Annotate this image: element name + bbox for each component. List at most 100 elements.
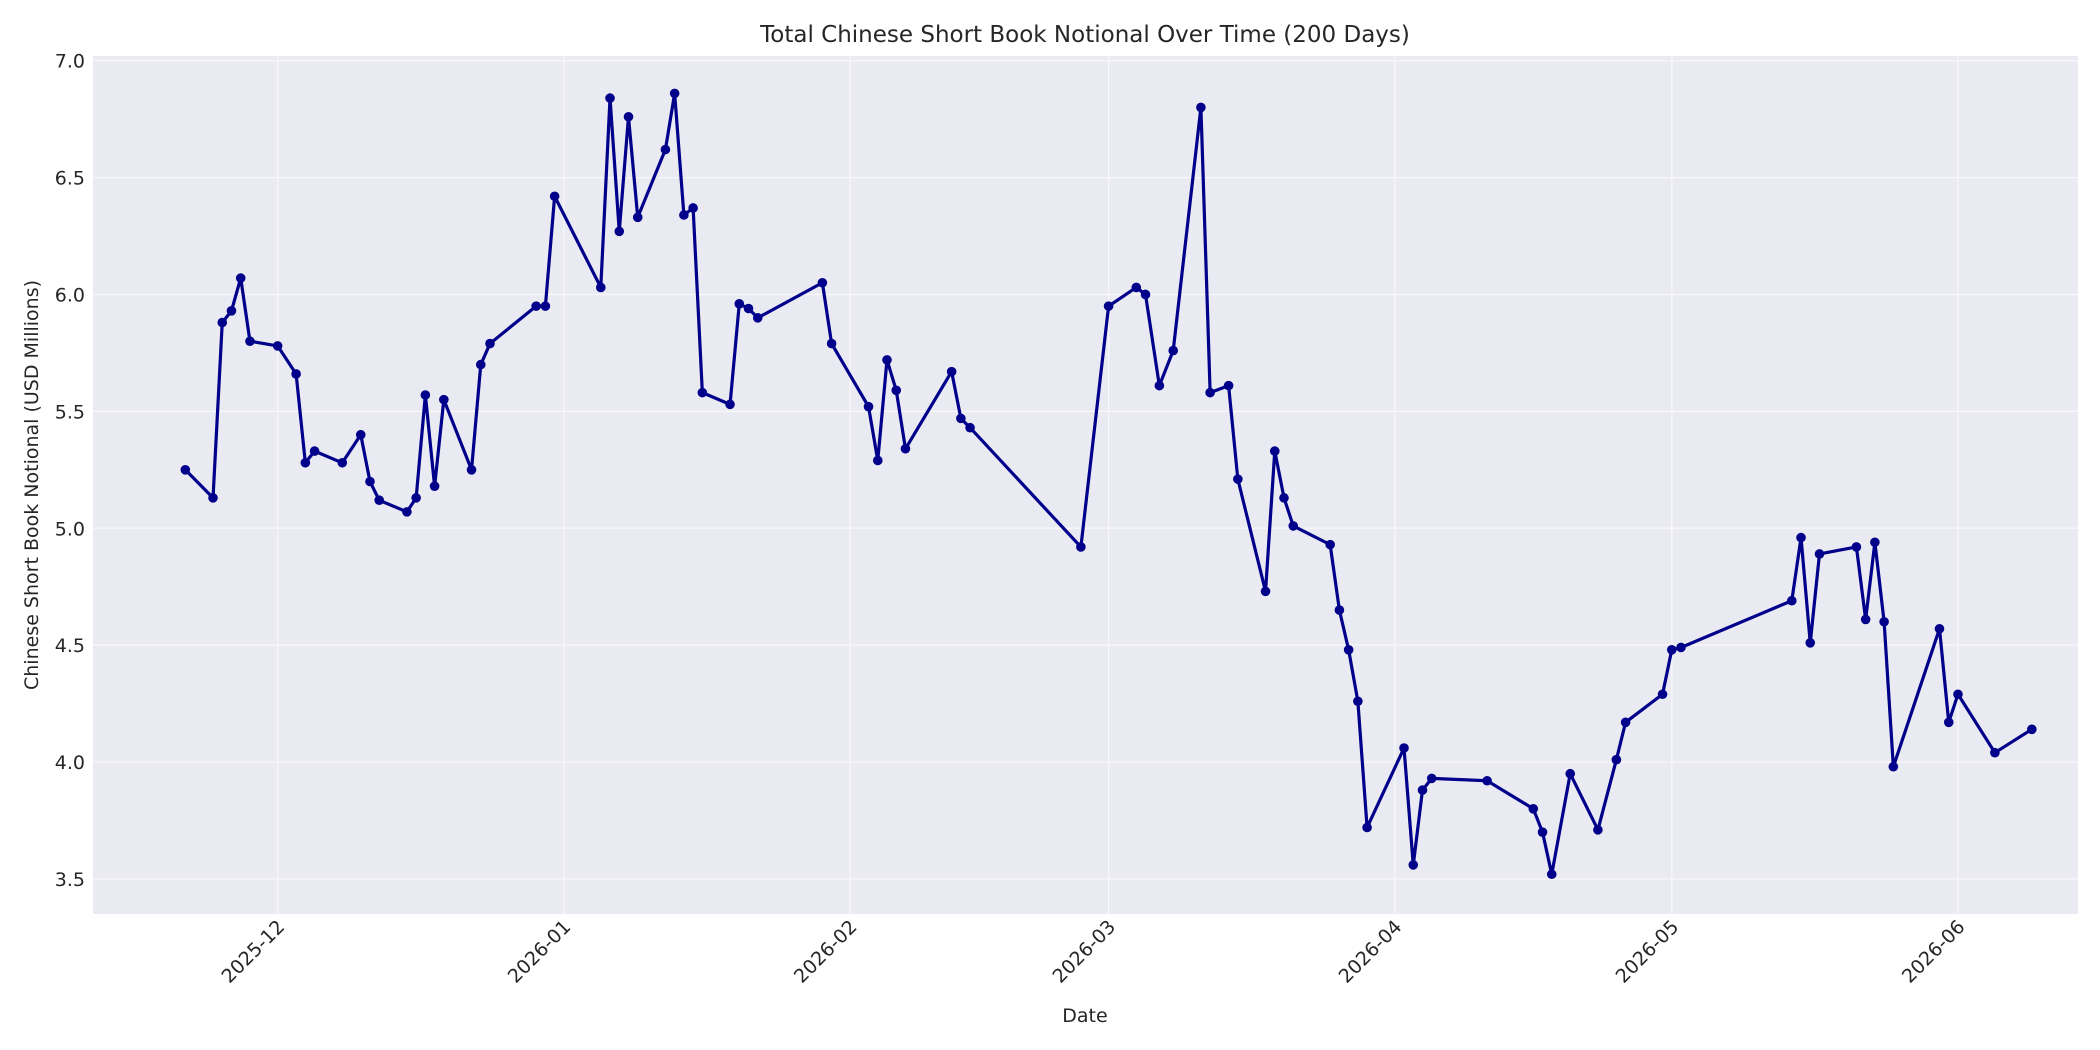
data-point [1131, 282, 1142, 293]
data-point [309, 446, 320, 456]
data-point [531, 301, 541, 311]
y-tick-label: 4.0 [55, 752, 85, 774]
data-point [2027, 724, 2037, 735]
data-point [1168, 345, 1179, 356]
data-point [1953, 689, 1963, 700]
data-point [1399, 743, 1409, 753]
data-point [1814, 549, 1825, 559]
data-point [475, 359, 486, 370]
data-point [1325, 539, 1335, 550]
data-point [411, 493, 421, 503]
data-point [1676, 642, 1686, 653]
data-point [1879, 616, 1889, 627]
data-point [863, 401, 874, 412]
data-point [1943, 717, 1954, 728]
series-line-group [180, 88, 2037, 880]
data-point [1154, 380, 1165, 391]
x-tick-label: 2025-12 [217, 916, 289, 988]
data-point [1426, 773, 1437, 784]
data-point [1528, 803, 1539, 814]
data-point [752, 313, 763, 323]
data-point [485, 338, 495, 349]
y-axis-ticks: 3.5 4.0 4.5 5.0 5.5 6.0 6.5 7.0 [55, 51, 85, 891]
data-point [235, 273, 246, 283]
data-point [1417, 785, 1428, 795]
data-point [291, 369, 301, 379]
data-point [1888, 761, 1899, 772]
data-point [272, 341, 283, 351]
x-tick-label: 2026-06 [1898, 916, 1970, 988]
y-tick-label: 7.0 [55, 51, 85, 73]
data-point [1620, 717, 1631, 728]
data-point [1805, 638, 1816, 648]
data-point [605, 93, 615, 103]
data-point [1546, 869, 1557, 880]
data-point [208, 493, 218, 503]
data-point [891, 385, 902, 396]
data-point [1611, 754, 1622, 765]
data-point [632, 212, 643, 223]
data-point [1103, 301, 1114, 311]
y-tick-label: 3.5 [55, 869, 85, 891]
data-point [540, 301, 551, 311]
x-tick-label: 2026-05 [1612, 916, 1684, 988]
data-point [595, 282, 606, 293]
data-point [697, 387, 708, 398]
data-point [669, 88, 680, 99]
data-point [217, 317, 228, 328]
y-tick-label: 6.5 [55, 168, 85, 190]
grid [93, 56, 2078, 914]
data-point [946, 366, 957, 377]
data-point [614, 226, 625, 237]
data-point [1537, 827, 1548, 837]
data-point [872, 455, 883, 466]
data-point [1279, 493, 1289, 503]
data-point [1223, 380, 1234, 391]
data-point [743, 303, 754, 314]
data-point [1934, 623, 1945, 634]
data-point [1786, 595, 1797, 606]
data-point [826, 338, 837, 349]
data-point [1870, 537, 1880, 548]
data-point [679, 210, 689, 220]
data-point [365, 476, 375, 487]
x-axis-label: Date [1062, 1005, 1107, 1027]
x-tick-label: 2026-02 [790, 916, 862, 988]
y-tick-label: 5.5 [55, 401, 85, 423]
data-point [882, 355, 892, 365]
data-point [439, 394, 449, 405]
chart-title: Total Chinese Short Book Notional Over T… [759, 22, 1410, 48]
data-point [1408, 860, 1419, 870]
data-point [956, 413, 966, 424]
data-point [429, 481, 440, 491]
data-point [355, 429, 366, 440]
data-point [1851, 542, 1862, 552]
plot-background [93, 56, 2078, 914]
data-point [1076, 542, 1086, 552]
data-point [1196, 102, 1206, 113]
data-point [1140, 289, 1151, 300]
data-point [549, 191, 560, 202]
data-point [402, 507, 412, 517]
data-point [1796, 532, 1806, 543]
data-point [817, 277, 828, 288]
data-point [226, 306, 237, 316]
data-point [337, 457, 348, 468]
data-point [1482, 775, 1492, 786]
data-point [1233, 474, 1243, 484]
data-point [725, 399, 735, 410]
x-tick-label: 2026-01 [504, 916, 576, 988]
y-tick-label: 4.5 [55, 635, 85, 657]
data-point [420, 390, 431, 400]
data-point [245, 336, 255, 347]
data-point [1362, 822, 1372, 833]
data-point [1343, 645, 1354, 655]
data-point [1565, 768, 1576, 779]
data-point [466, 465, 477, 475]
data-point [688, 203, 698, 213]
data-point [623, 111, 634, 122]
data-point [374, 495, 385, 505]
data-point [300, 457, 311, 468]
y-tick-label: 6.0 [55, 284, 85, 306]
data-point [1657, 689, 1668, 700]
